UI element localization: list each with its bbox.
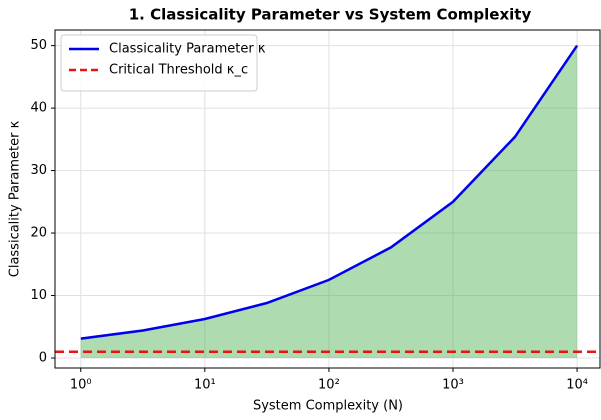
line — [80, 44, 579, 340]
y-tick-label: 30 — [30, 163, 47, 178]
legend-label: Critical Threshold κ_c — [109, 63, 248, 78]
y-axis-label: Classicality Parameter κ — [8, 120, 23, 277]
y-tick-label: 20 — [30, 226, 47, 241]
y-tick-label: 0 — [39, 351, 47, 366]
y-tick-label: 10 — [30, 288, 47, 303]
chart-title: 1. Classicality Parameter vs System Comp… — [129, 6, 532, 24]
x-tick-label: 10⁰ — [70, 378, 92, 393]
x-tick-label: 10² — [318, 378, 340, 393]
legend-label: Classicality Parameter κ — [109, 42, 266, 57]
x-tick-label: 10⁴ — [566, 378, 588, 393]
x-tick-label: 10³ — [442, 378, 464, 393]
legend: Classicality Parameter κ Critical Thresho… — [60, 34, 266, 92]
x-axis-label: System Complexity (N) — [253, 399, 403, 414]
y-tick-label: 50 — [30, 38, 47, 53]
plot-frame — [54, 29, 601, 369]
x-tick-label: 10¹ — [194, 378, 216, 393]
area — [80, 45, 578, 359]
y-tick-label: 40 — [30, 101, 47, 116]
legend-box — [60, 34, 258, 92]
